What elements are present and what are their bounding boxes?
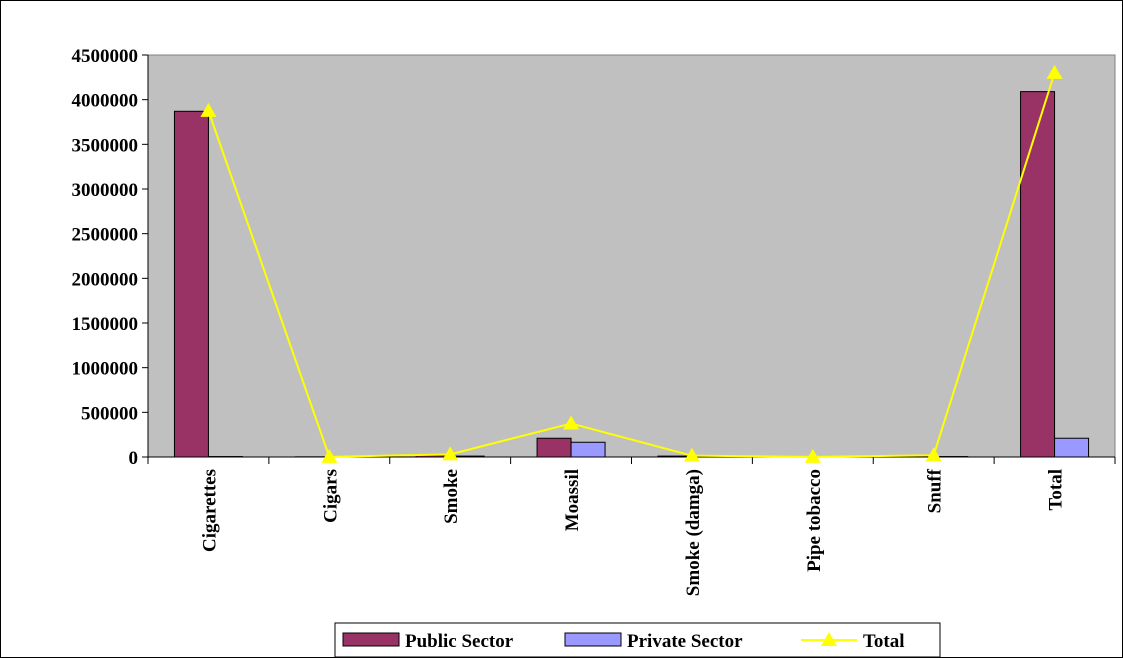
y-tick-label: 3500000 — [72, 135, 139, 156]
marker — [804, 448, 821, 463]
marker — [683, 447, 700, 462]
y-tick-label: 2000000 — [72, 269, 139, 290]
legend-label: Total — [863, 631, 905, 652]
marker — [1046, 64, 1063, 79]
marker — [321, 448, 338, 463]
legend-label: Private Sector — [627, 631, 743, 652]
x-tick-label: Cigarettes — [199, 469, 220, 552]
y-tick-label: 1000000 — [72, 359, 139, 380]
y-tick-label: 3000000 — [72, 180, 139, 201]
bar — [536, 437, 572, 458]
y-tick-label: 0 — [129, 448, 139, 469]
y-tick-label: 1500000 — [72, 314, 139, 335]
x-tick-label: Smoke — [441, 469, 462, 524]
y-tick-label: 4500000 — [72, 46, 139, 67]
marker — [925, 447, 942, 462]
y-tick-label: 4000000 — [72, 91, 139, 112]
line — [207, 72, 1056, 458]
marker — [442, 446, 459, 461]
legend-marker — [821, 632, 837, 646]
legend: Public Sector Private Sector Total — [334, 622, 941, 658]
marker — [563, 415, 580, 430]
legend-swatch — [342, 632, 400, 647]
x-tick-label: Moassil — [562, 469, 583, 531]
bar — [173, 110, 209, 458]
bar — [1054, 437, 1090, 458]
legend-swatch — [564, 632, 622, 647]
x-tick-label: Smoke (damga) — [683, 469, 704, 596]
y-tick-label: 2500000 — [72, 225, 139, 246]
x-tick-label: Total — [1046, 469, 1067, 511]
marker — [200, 102, 217, 117]
y-tick-label: 500000 — [81, 403, 138, 424]
x-tick-label: Snuff — [925, 468, 946, 513]
legend-label: Public Sector — [405, 631, 514, 652]
x-tick-label: Pipe tobacco — [804, 469, 825, 572]
bar — [570, 441, 606, 458]
plot-area — [147, 54, 1116, 458]
bar — [1020, 91, 1056, 458]
x-tick-label: Cigars — [320, 469, 341, 523]
